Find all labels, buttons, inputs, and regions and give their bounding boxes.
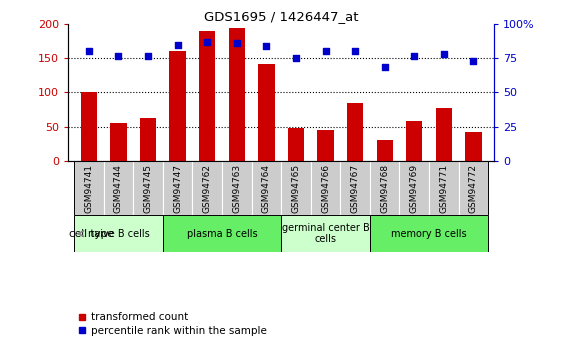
Bar (406, 121, 423, 161)
Text: GSM94764: GSM94764 (262, 164, 271, 213)
Bar (222, 161, 252, 215)
Bar (429, 161, 459, 215)
Text: GSM94745: GSM94745 (144, 164, 153, 213)
Title: GDS1695 / 1426447_at: GDS1695 / 1426447_at (204, 10, 358, 23)
Text: naive B cells: naive B cells (87, 229, 149, 239)
Bar (74, 161, 103, 215)
Point (173, 42, 182, 47)
Bar (288, 128, 304, 161)
Bar (81, 92, 97, 161)
Text: GSM94769: GSM94769 (410, 164, 419, 213)
Text: GSM94741: GSM94741 (85, 164, 93, 213)
Bar (169, 51, 186, 161)
Bar (252, 161, 281, 215)
Point (439, 51, 448, 57)
Text: GSM94768: GSM94768 (380, 164, 389, 213)
Bar (340, 161, 370, 215)
Bar (103, 161, 133, 215)
Text: GSM94744: GSM94744 (114, 164, 123, 213)
Text: plasma B cells: plasma B cells (187, 229, 257, 239)
Text: GSM94766: GSM94766 (321, 164, 330, 213)
Bar (140, 118, 156, 161)
Point (144, 53, 153, 58)
Text: GSM94763: GSM94763 (232, 164, 241, 213)
Bar (258, 64, 274, 161)
Bar (377, 140, 393, 161)
Bar (281, 161, 311, 215)
Bar (74, 215, 163, 252)
Text: GSM94767: GSM94767 (350, 164, 360, 213)
Text: GSM94772: GSM94772 (469, 164, 478, 213)
Text: germinal center B
cells: germinal center B cells (282, 223, 369, 245)
Bar (347, 103, 364, 161)
Point (203, 39, 212, 45)
Legend: transformed count, percentile rank within the sample: transformed count, percentile rank withi… (73, 308, 271, 340)
Bar (193, 161, 222, 215)
Point (232, 40, 241, 46)
Bar (110, 123, 127, 161)
Bar (370, 215, 488, 252)
Text: GSM94762: GSM94762 (203, 164, 212, 213)
Bar (311, 161, 340, 215)
Bar (465, 132, 482, 161)
Bar (399, 161, 429, 215)
Bar (459, 161, 488, 215)
Text: GSM94765: GSM94765 (291, 164, 300, 213)
Text: GSM94771: GSM94771 (440, 164, 448, 213)
Bar (199, 31, 215, 161)
Point (380, 64, 389, 69)
Point (469, 58, 478, 64)
Bar (370, 161, 399, 215)
Point (350, 49, 360, 54)
Text: cell type: cell type (69, 229, 114, 239)
Bar (281, 215, 370, 252)
Point (84, 49, 93, 54)
Bar (133, 161, 163, 215)
Point (262, 43, 271, 49)
Text: GSM94747: GSM94747 (173, 164, 182, 213)
Bar (436, 108, 452, 161)
Point (114, 53, 123, 58)
Bar (229, 28, 245, 161)
Bar (163, 215, 281, 252)
Point (410, 53, 419, 58)
Point (321, 49, 330, 54)
Text: memory B cells: memory B cells (391, 229, 467, 239)
Bar (318, 130, 333, 161)
Point (291, 56, 300, 61)
Bar (163, 161, 193, 215)
